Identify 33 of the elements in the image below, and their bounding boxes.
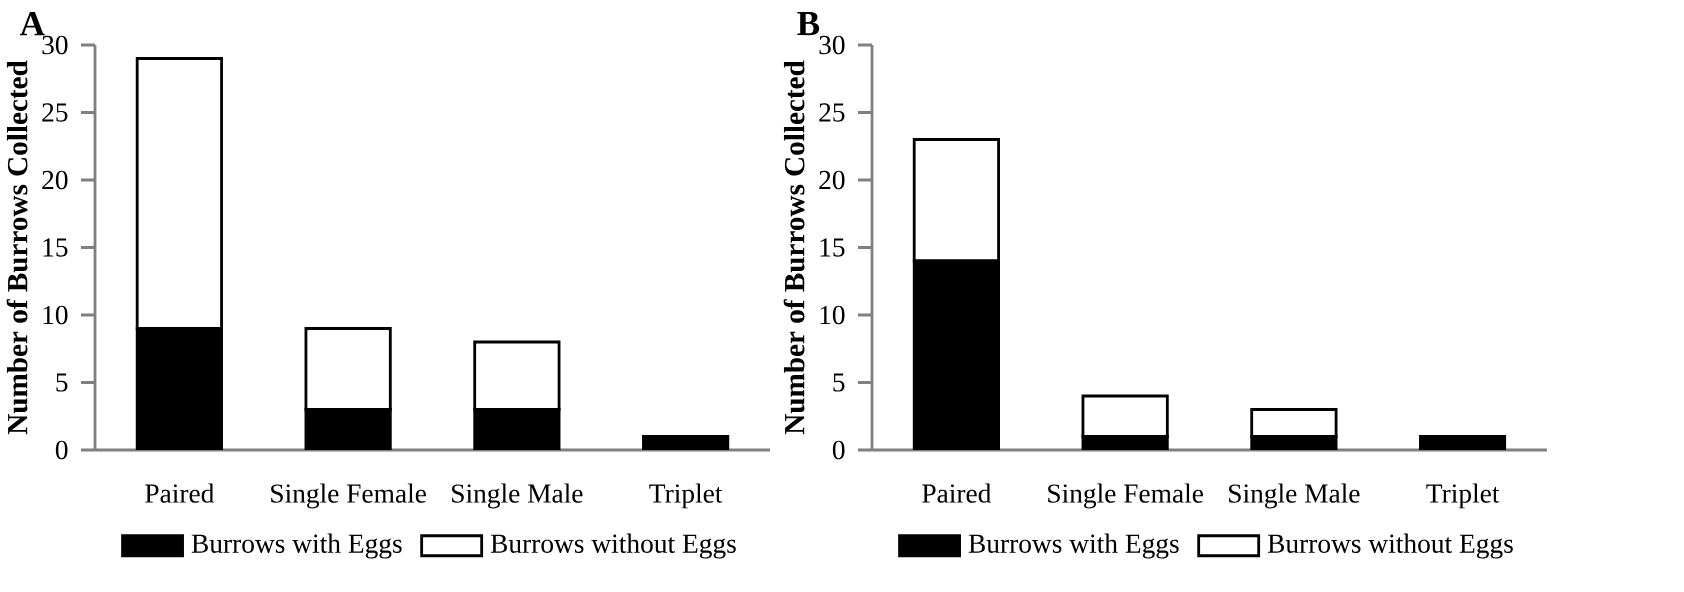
legend-label: Burrows without Eggs bbox=[490, 533, 736, 559]
y-tick-label: 0 bbox=[832, 440, 845, 460]
y-tick-label: 5 bbox=[833, 373, 845, 392]
legend-label: Burrows with Eggs bbox=[191, 533, 402, 559]
x-tick-label: Triplet bbox=[649, 483, 723, 509]
y-tick-label: 10 bbox=[43, 305, 68, 325]
x-tick-label: Single Male bbox=[1229, 483, 1360, 509]
y-tick-label: 0 bbox=[55, 440, 68, 460]
y-tick-label: 5 bbox=[56, 373, 68, 392]
y-axis-title: Number of Burrows Collected bbox=[6, 60, 28, 435]
y-tick-label: 15 bbox=[43, 238, 68, 257]
x-tick-label: Paired bbox=[145, 483, 215, 503]
x-tick-label: Paired bbox=[922, 483, 992, 503]
legend-label: Burrows without Eggs bbox=[1267, 533, 1513, 559]
chart-title: A bbox=[20, 12, 45, 36]
y-tick-label: 15 bbox=[820, 238, 845, 257]
y-tick-label: 10 bbox=[820, 305, 845, 325]
y-tick-label: 30 bbox=[42, 35, 68, 55]
x-tick-label: Single Female bbox=[271, 483, 426, 509]
bar bbox=[473, 340, 561, 411]
bar bbox=[1250, 408, 1338, 438]
legend-label: Burrows with Eggs bbox=[968, 533, 1179, 559]
x-tick-label: Single Male bbox=[452, 483, 583, 509]
bar bbox=[1081, 394, 1169, 438]
x-tick-label: Single Female bbox=[1048, 483, 1203, 509]
y-tick-label: 25 bbox=[819, 103, 845, 122]
x-tick-label: Triplet bbox=[1426, 483, 1500, 509]
y-tick-label: 25 bbox=[42, 103, 68, 122]
y-tick-label: 20 bbox=[819, 170, 845, 190]
chart-title: B bbox=[797, 12, 820, 36]
y-tick-label: 20 bbox=[42, 170, 68, 190]
y-axis-title: Number of Burrows Collected bbox=[783, 60, 805, 435]
y-tick-label: 30 bbox=[819, 35, 845, 55]
